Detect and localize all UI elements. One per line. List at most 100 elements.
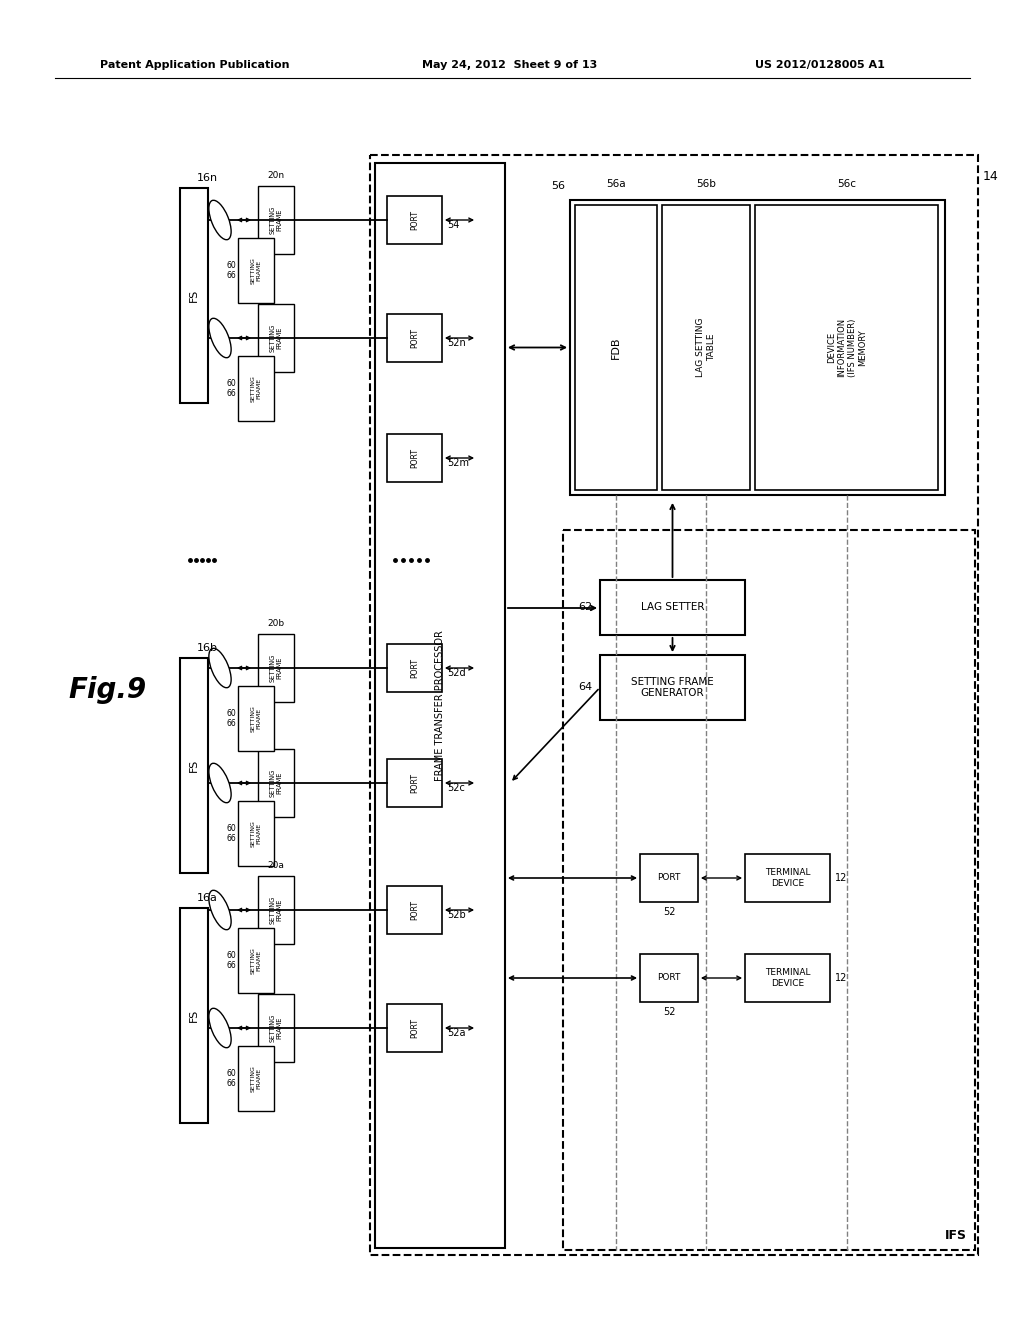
Bar xyxy=(570,201,945,495)
Bar xyxy=(258,186,294,253)
Text: PORT: PORT xyxy=(410,327,419,348)
Text: 12: 12 xyxy=(835,973,848,983)
Ellipse shape xyxy=(209,890,231,929)
Bar xyxy=(745,854,830,902)
Bar xyxy=(387,314,442,362)
Text: PORT: PORT xyxy=(657,974,681,982)
Text: 60
66: 60 66 xyxy=(226,1069,236,1088)
Text: FS: FS xyxy=(189,289,199,302)
Text: SETTING
FRAME: SETTING FRAME xyxy=(251,375,261,401)
Text: May 24, 2012  Sheet 9 of 13: May 24, 2012 Sheet 9 of 13 xyxy=(422,59,598,70)
Bar xyxy=(238,686,274,751)
Text: FRAME TRANSFER PROCESSOR: FRAME TRANSFER PROCESSOR xyxy=(435,630,445,781)
Ellipse shape xyxy=(209,763,231,803)
Text: 16n: 16n xyxy=(197,173,217,183)
Text: 60
66: 60 66 xyxy=(226,950,236,970)
Text: SETTING
FRAME: SETTING FRAME xyxy=(251,705,261,731)
Text: 20b: 20b xyxy=(267,619,285,628)
Text: SETTING
FRAME: SETTING FRAME xyxy=(269,323,283,352)
Text: 54: 54 xyxy=(447,220,460,230)
Text: PORT: PORT xyxy=(410,210,419,230)
Text: SETTING
FRAME: SETTING FRAME xyxy=(269,1014,283,1041)
Bar xyxy=(600,579,745,635)
Text: 20n: 20n xyxy=(267,172,285,181)
Text: 52n: 52n xyxy=(447,338,466,348)
Bar xyxy=(387,886,442,935)
Text: Fig.9: Fig.9 xyxy=(68,676,146,704)
Ellipse shape xyxy=(209,648,231,688)
Text: 60
66: 60 66 xyxy=(226,824,236,843)
Bar xyxy=(375,162,505,1247)
Text: PORT: PORT xyxy=(410,900,419,920)
Text: 60
66: 60 66 xyxy=(226,379,236,399)
Text: PORT: PORT xyxy=(410,657,419,678)
Bar xyxy=(755,205,938,490)
Bar xyxy=(370,154,978,1255)
Text: 16b: 16b xyxy=(197,643,217,653)
Bar xyxy=(563,531,975,1250)
Bar xyxy=(180,908,208,1123)
Text: 64: 64 xyxy=(578,682,592,693)
Text: SETTING
FRAME: SETTING FRAME xyxy=(251,820,261,847)
Bar xyxy=(180,187,208,403)
Text: FS: FS xyxy=(189,759,199,772)
Text: TERMINAL
DEVICE: TERMINAL DEVICE xyxy=(765,969,810,987)
Text: 62: 62 xyxy=(578,602,592,612)
Ellipse shape xyxy=(209,318,231,358)
Text: SETTING
FRAME: SETTING FRAME xyxy=(269,896,283,924)
Bar xyxy=(640,854,698,902)
Text: PORT: PORT xyxy=(410,774,419,793)
Text: 52d: 52d xyxy=(447,668,466,678)
Bar xyxy=(258,304,294,372)
Text: 52a: 52a xyxy=(447,1028,466,1038)
Bar xyxy=(258,994,294,1063)
Bar xyxy=(387,644,442,692)
Text: SETTING
FRAME: SETTING FRAME xyxy=(269,768,283,797)
Bar xyxy=(238,928,274,993)
Text: TERMINAL
DEVICE: TERMINAL DEVICE xyxy=(765,869,810,887)
Text: US 2012/0128005 A1: US 2012/0128005 A1 xyxy=(755,59,885,70)
Text: SETTING
FRAME: SETTING FRAME xyxy=(269,206,283,234)
Text: 52: 52 xyxy=(663,1007,675,1016)
Text: SETTING
FRAME: SETTING FRAME xyxy=(269,653,283,682)
Text: 52b: 52b xyxy=(447,909,466,920)
Text: Patent Application Publication: Patent Application Publication xyxy=(100,59,290,70)
Bar xyxy=(662,205,750,490)
Bar xyxy=(387,434,442,482)
Bar xyxy=(238,1045,274,1111)
Text: SETTING
FRAME: SETTING FRAME xyxy=(251,1065,261,1092)
Bar xyxy=(238,801,274,866)
Bar xyxy=(180,657,208,873)
Bar xyxy=(258,876,294,944)
Text: 56b: 56b xyxy=(696,180,716,189)
Ellipse shape xyxy=(209,1008,231,1048)
Text: IFS: IFS xyxy=(945,1229,967,1242)
Text: PORT: PORT xyxy=(657,874,681,883)
Text: FS: FS xyxy=(189,1008,199,1022)
Bar xyxy=(600,655,745,719)
Bar xyxy=(258,634,294,702)
Bar xyxy=(640,954,698,1002)
Text: 56c: 56c xyxy=(838,180,856,189)
Ellipse shape xyxy=(209,201,231,240)
Text: 16a: 16a xyxy=(197,894,217,903)
Bar xyxy=(575,205,657,490)
Bar xyxy=(387,759,442,807)
Text: 52c: 52c xyxy=(447,783,465,793)
Text: PORT: PORT xyxy=(410,447,419,469)
Text: 52m: 52m xyxy=(447,458,469,469)
Text: 12: 12 xyxy=(835,873,848,883)
Bar xyxy=(238,238,274,304)
Text: SETTING
FRAME: SETTING FRAME xyxy=(251,946,261,974)
Text: LAG SETTING
TABLE: LAG SETTING TABLE xyxy=(696,318,716,378)
Bar xyxy=(745,954,830,1002)
Bar xyxy=(387,195,442,244)
Text: FDB: FDB xyxy=(611,337,621,359)
Text: SETTING FRAME
GENERATOR: SETTING FRAME GENERATOR xyxy=(631,677,714,698)
Text: DEVICE
INFORMATION
(IFS NUMBER)
MEMORY: DEVICE INFORMATION (IFS NUMBER) MEMORY xyxy=(827,318,867,378)
Text: 52: 52 xyxy=(663,907,675,917)
Bar xyxy=(258,748,294,817)
Text: SETTING
FRAME: SETTING FRAME xyxy=(251,257,261,284)
Text: LAG SETTER: LAG SETTER xyxy=(641,602,705,612)
Text: 14: 14 xyxy=(983,170,998,183)
